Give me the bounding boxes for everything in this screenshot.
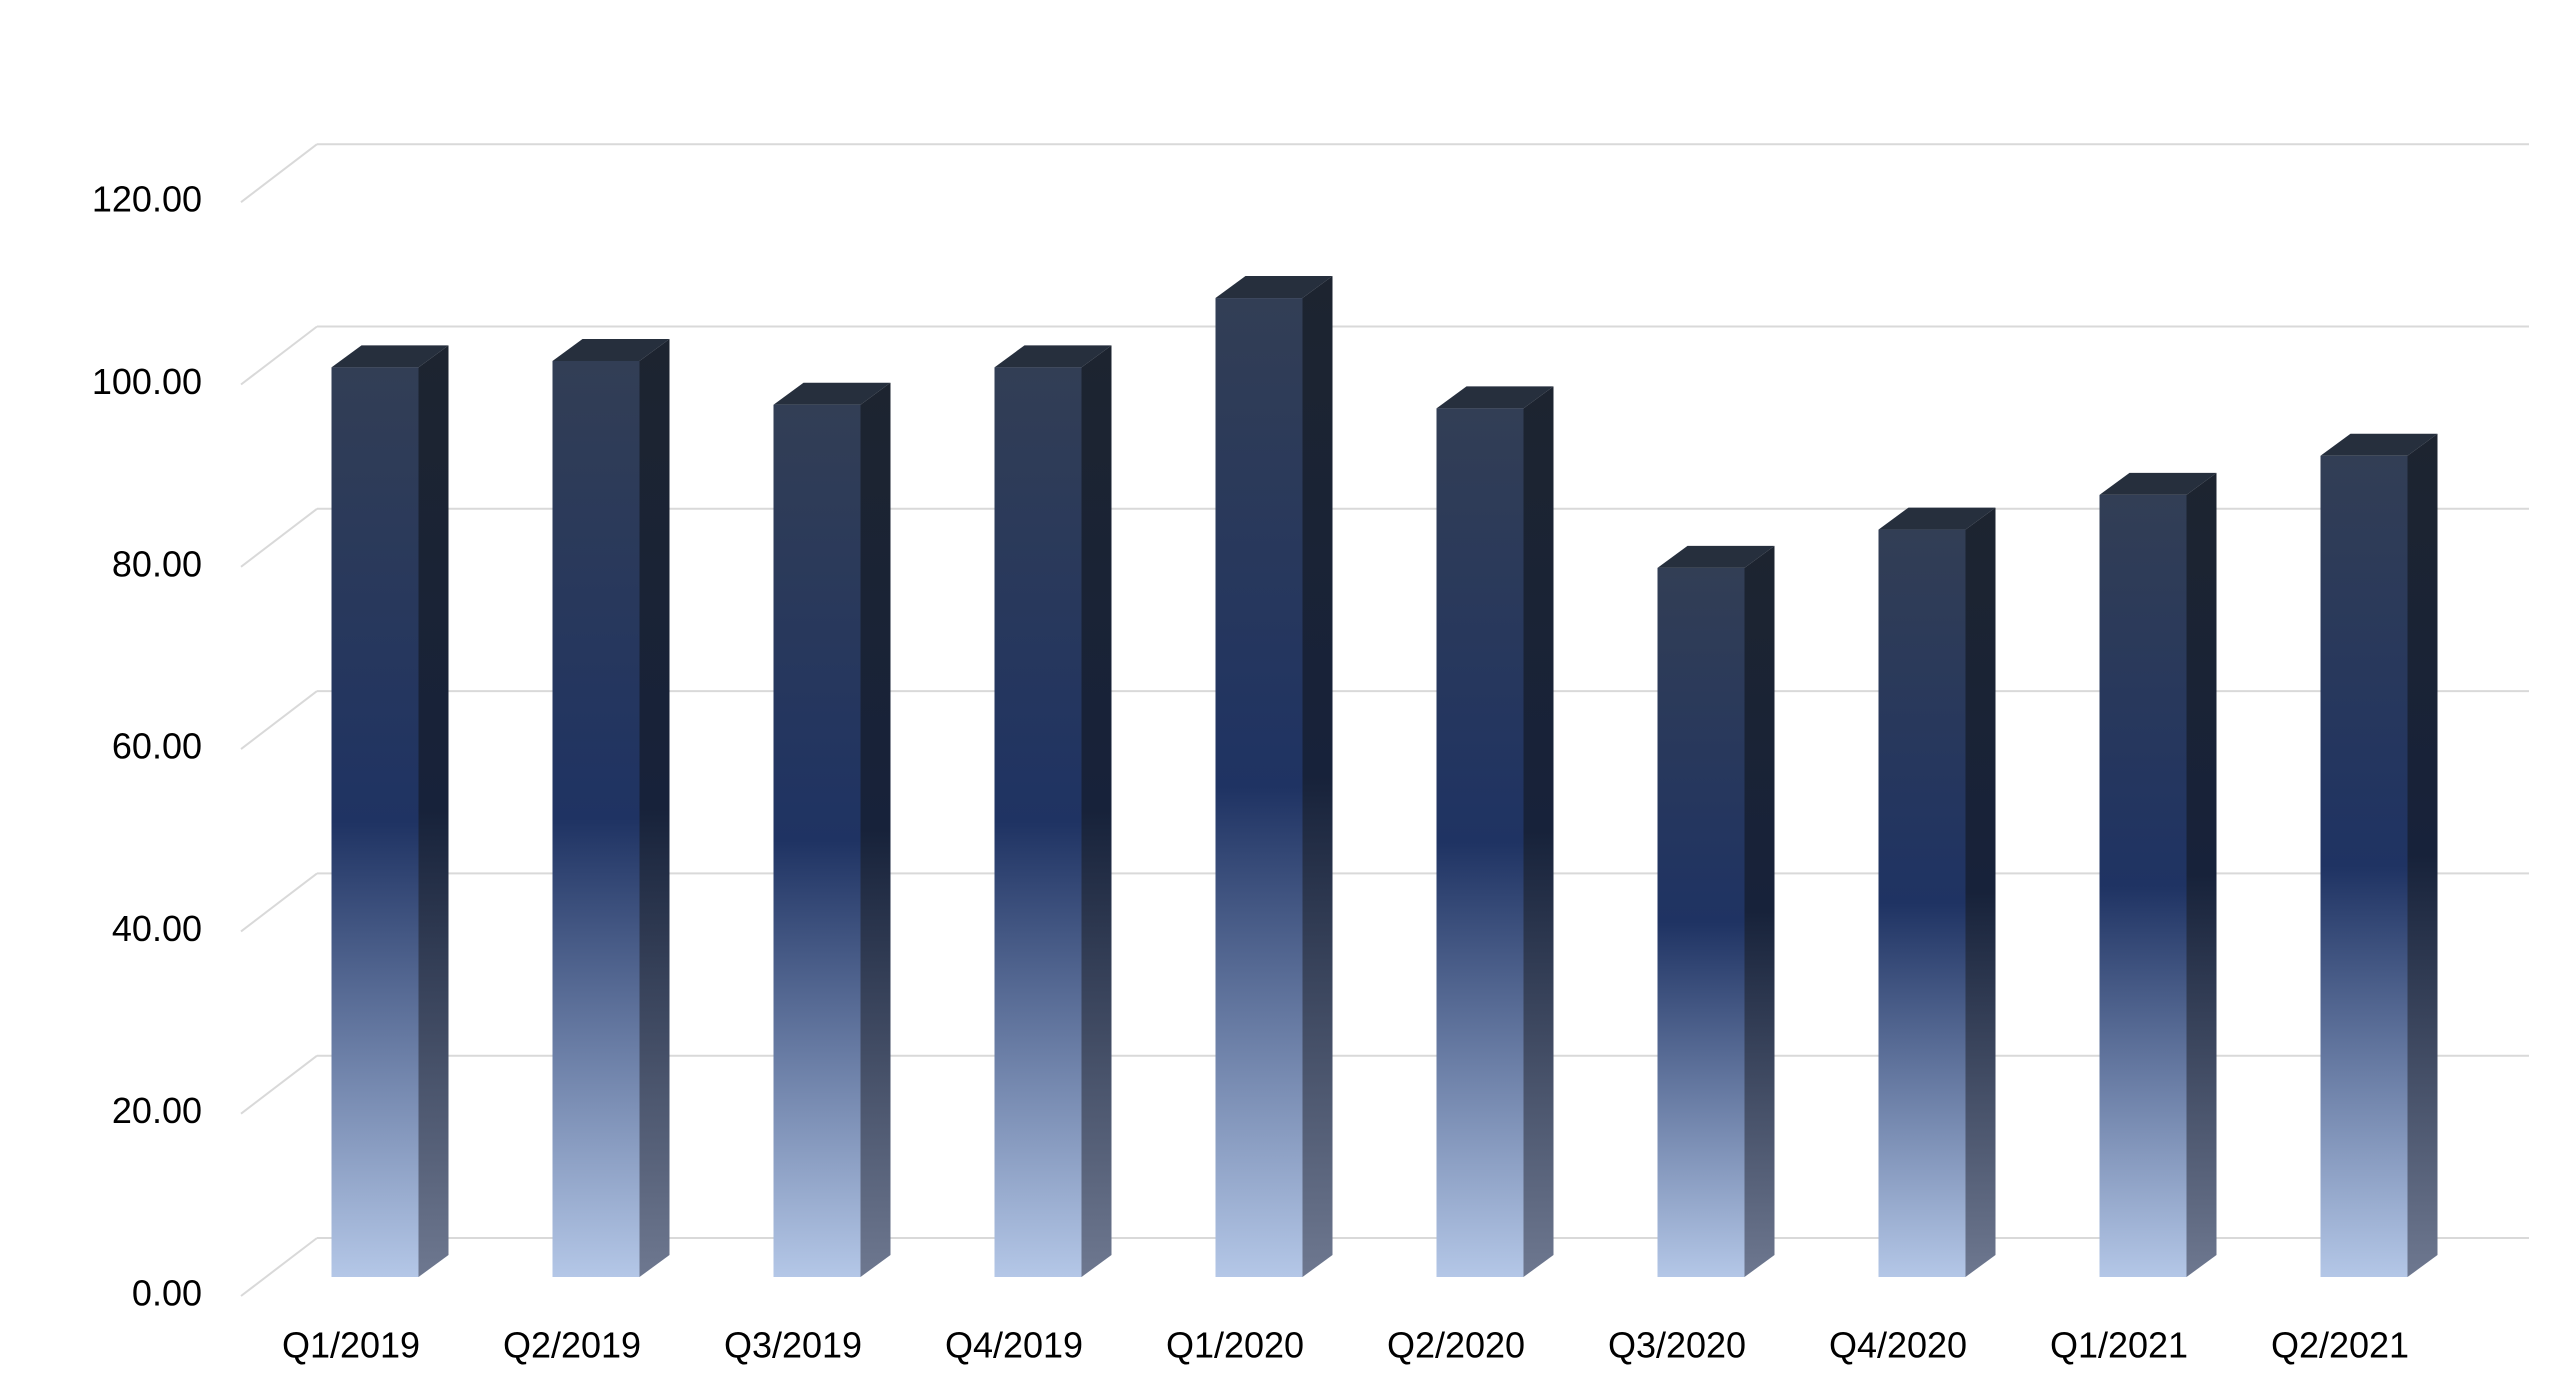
y-tick-label: 20.00 bbox=[112, 1090, 202, 1131]
bar bbox=[1878, 529, 1966, 1277]
grid-line-depth bbox=[240, 690, 318, 750]
y-tick-label: 60.00 bbox=[112, 726, 202, 767]
y-tick-label: 80.00 bbox=[112, 543, 202, 584]
bar bbox=[1436, 408, 1524, 1277]
bar-top bbox=[773, 382, 891, 405]
x-tick-label: Q2/2019 bbox=[503, 1325, 641, 1366]
bar-side bbox=[860, 382, 891, 1278]
bar-top bbox=[2099, 472, 2217, 495]
bar bbox=[773, 404, 861, 1278]
x-tick-label: Q2/2020 bbox=[1387, 1325, 1525, 1366]
bar bbox=[994, 367, 1082, 1277]
bar-top bbox=[331, 345, 449, 368]
grid-line-depth bbox=[240, 143, 318, 203]
bar bbox=[2099, 494, 2187, 1278]
bar-side bbox=[418, 345, 449, 1277]
x-tick-label: Q4/2019 bbox=[945, 1325, 1083, 1366]
bar bbox=[1657, 567, 1745, 1277]
bar bbox=[331, 367, 419, 1277]
bar-top bbox=[1436, 386, 1554, 409]
bar-side bbox=[1081, 345, 1112, 1277]
bar-side bbox=[2186, 472, 2217, 1278]
x-tick-label: Q1/2020 bbox=[1166, 1325, 1304, 1366]
grid-line-depth bbox=[240, 508, 318, 568]
y-tick-label: 0.00 bbox=[132, 1273, 202, 1314]
bar-top bbox=[994, 345, 1112, 368]
x-tick-label: Q4/2020 bbox=[1829, 1325, 1967, 1366]
bar-side bbox=[1523, 386, 1554, 1277]
x-tick-label: Q1/2021 bbox=[2050, 1325, 2188, 1366]
x-tick-label: Q3/2019 bbox=[724, 1325, 862, 1366]
bar-top bbox=[2320, 433, 2438, 456]
x-tick-label: Q3/2020 bbox=[1608, 1325, 1746, 1366]
bar-side bbox=[1302, 276, 1333, 1277]
bar bbox=[2320, 455, 2408, 1277]
grid-line-depth bbox=[240, 325, 318, 386]
bar bbox=[1215, 298, 1303, 1277]
bar bbox=[552, 360, 640, 1277]
x-tick-label: Q2/2021 bbox=[2271, 1325, 2409, 1366]
bar-top bbox=[1657, 545, 1775, 568]
grid-line-depth bbox=[240, 872, 318, 933]
bar-top bbox=[552, 338, 670, 361]
bar-side bbox=[639, 338, 670, 1277]
bar-top bbox=[1215, 276, 1333, 299]
bar-side bbox=[1965, 507, 1996, 1277]
y-tick-label: 120.00 bbox=[92, 179, 202, 220]
grid-line-depth bbox=[240, 1237, 318, 1297]
bar-top bbox=[1878, 507, 1996, 530]
x-tick-label: Q1/2019 bbox=[282, 1325, 420, 1366]
grid-line-depth bbox=[240, 1054, 318, 1115]
bar-side bbox=[2407, 433, 2438, 1277]
bar-side bbox=[1744, 545, 1775, 1277]
y-tick-label: 40.00 bbox=[112, 908, 202, 949]
y-tick-label: 100.00 bbox=[92, 361, 202, 402]
